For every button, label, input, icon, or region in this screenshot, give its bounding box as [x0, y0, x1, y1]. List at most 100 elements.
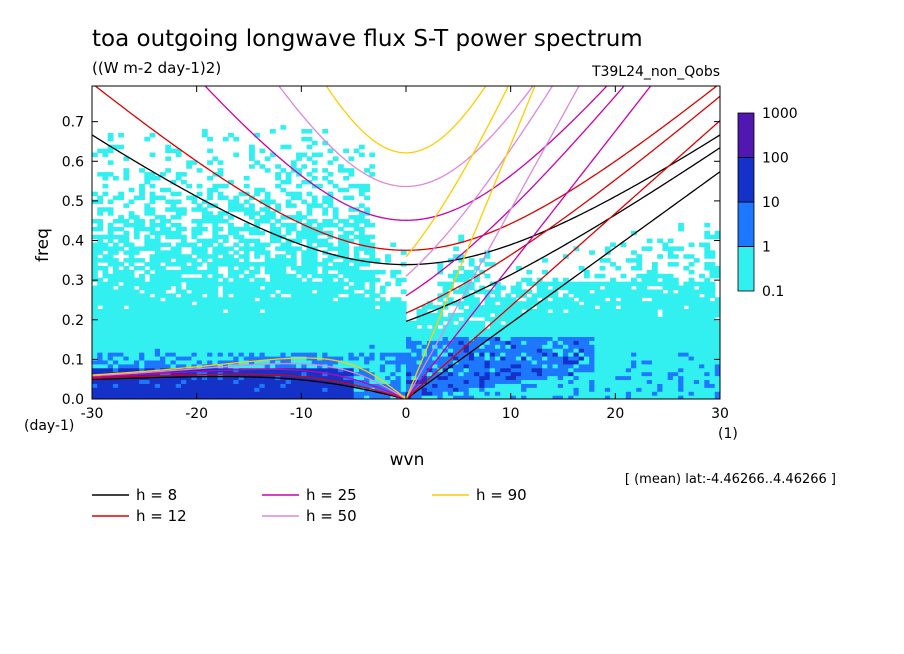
power-cell	[442, 375, 449, 381]
power-cell	[337, 164, 344, 169]
power-cell	[494, 285, 501, 291]
power-cell	[479, 285, 486, 291]
power-cell	[667, 320, 674, 326]
power-cell	[233, 355, 240, 361]
power-cell	[311, 363, 318, 369]
power-cell	[714, 391, 720, 396]
power-cell	[374, 328, 381, 334]
power-cell	[337, 250, 344, 255]
power-cell	[139, 305, 145, 310]
power-cell	[353, 312, 360, 318]
power-cell	[693, 371, 700, 377]
power-cell	[500, 309, 507, 314]
power-cell	[254, 242, 261, 248]
power-cell	[442, 379, 449, 384]
power-cell	[615, 352, 622, 357]
power-cell	[432, 379, 438, 384]
power-cell	[243, 297, 250, 302]
power-cell	[301, 371, 308, 377]
power-cell	[290, 273, 297, 279]
power-cell	[589, 281, 595, 287]
power-cell	[217, 344, 224, 349]
power-cell	[264, 168, 271, 173]
power-cell	[343, 262, 350, 267]
power-cell	[290, 203, 297, 208]
power-cell	[322, 309, 329, 314]
power-cell	[322, 336, 329, 341]
power-cell	[557, 332, 564, 337]
power-cell	[568, 289, 575, 294]
power-cell	[369, 297, 376, 302]
power-cell	[269, 285, 276, 291]
power-cell	[139, 344, 145, 349]
power-cell	[667, 281, 674, 287]
power-cell	[186, 359, 193, 365]
power-cell	[217, 387, 224, 392]
power-cell	[212, 375, 219, 381]
power-cell	[500, 359, 507, 365]
power-cell	[102, 348, 109, 353]
power-cell	[201, 336, 208, 341]
power-cell	[217, 211, 224, 216]
power-cell	[343, 195, 350, 201]
power-cell	[536, 387, 543, 392]
power-cell	[468, 340, 475, 345]
power-cell	[207, 340, 213, 345]
power-cell	[254, 352, 261, 357]
power-cell	[290, 246, 297, 251]
power-cell	[678, 324, 684, 330]
power-cell	[97, 172, 104, 177]
power-cell	[531, 359, 538, 365]
power-cell	[348, 348, 355, 353]
power-cell	[97, 289, 104, 294]
power-cell	[233, 199, 240, 204]
power-cell	[175, 328, 182, 334]
power-cell	[458, 277, 465, 283]
power-cell	[453, 269, 459, 275]
power-cell	[275, 383, 281, 388]
power-cell	[170, 250, 177, 255]
power-cell	[180, 254, 187, 259]
power-cell	[175, 363, 182, 369]
power-cell	[133, 336, 140, 341]
power-cell	[636, 289, 643, 294]
power-cell	[92, 293, 98, 298]
power-cell	[165, 207, 172, 212]
power-cell	[118, 305, 124, 310]
power-cell	[139, 195, 145, 201]
power-cell	[474, 277, 480, 283]
power-cell	[453, 375, 459, 381]
power-cell	[515, 301, 522, 306]
power-cell	[201, 219, 208, 224]
power-cell	[191, 320, 198, 326]
power-cell	[322, 265, 329, 271]
power-cell	[301, 297, 308, 302]
power-cell	[358, 344, 365, 349]
power-cell	[217, 383, 224, 388]
power-cell	[568, 312, 575, 318]
power-cell	[364, 262, 370, 267]
power-cell	[133, 363, 140, 369]
power-cell	[458, 352, 465, 357]
power-cell	[201, 238, 208, 244]
power-cell	[280, 379, 287, 384]
power-cell	[196, 324, 203, 330]
power-cell	[170, 371, 177, 377]
power-cell	[149, 395, 156, 399]
power-cell	[290, 324, 297, 330]
power-cell	[217, 332, 224, 337]
power-cell	[306, 238, 313, 244]
power-cell	[468, 324, 475, 330]
power-cell	[353, 285, 360, 291]
power-cell	[343, 348, 350, 353]
power-cell	[123, 293, 130, 298]
power-cell	[651, 265, 658, 271]
power-cell	[128, 312, 135, 318]
power-cell	[542, 375, 548, 381]
power-cell	[306, 136, 313, 142]
power-cell	[322, 168, 329, 173]
power-cell	[317, 324, 323, 330]
power-cell	[646, 359, 653, 365]
power-cell	[667, 250, 674, 255]
power-cell	[568, 336, 575, 341]
